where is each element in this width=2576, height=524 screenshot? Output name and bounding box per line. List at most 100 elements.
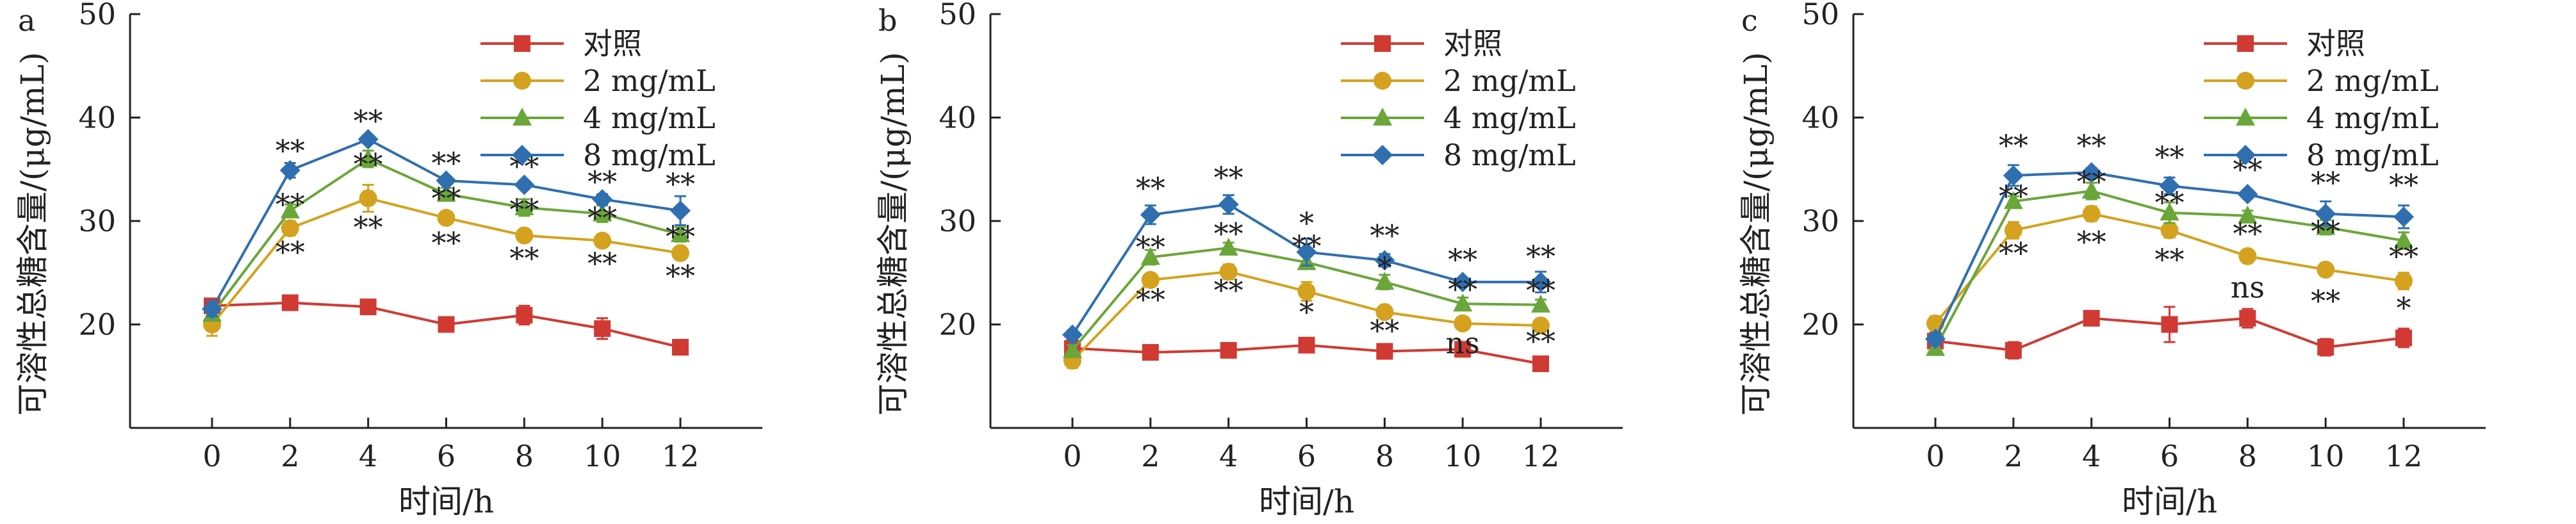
data-point <box>1452 272 1473 293</box>
significance-label: ** <box>2311 165 2340 200</box>
data-point <box>359 189 377 208</box>
x-tick-label: 2 <box>1141 439 1160 473</box>
legend-marker <box>513 108 532 126</box>
significance-label: * <box>1299 295 1314 329</box>
x-axis-title: 时间/h <box>2122 483 2217 520</box>
y-tick-label: 20 <box>78 307 116 342</box>
data-point <box>2395 272 2413 290</box>
significance-label: ** <box>587 246 617 281</box>
data-point <box>279 160 300 181</box>
x-tick-label: 2 <box>2004 439 2022 473</box>
y-tick-label: 50 <box>1801 0 1839 31</box>
data-point <box>672 339 689 356</box>
data-point <box>1141 271 1160 290</box>
data-point <box>357 129 379 150</box>
legend-marker <box>512 145 532 165</box>
series-0 <box>1064 336 1549 372</box>
legend-entry: 8 mg/mL <box>480 138 716 172</box>
series-2 <box>1926 181 2413 356</box>
legend-marker <box>1374 72 1391 90</box>
x-tick-label: 10 <box>2307 439 2345 473</box>
data-point <box>2005 341 2022 359</box>
significance-label: ** <box>2389 239 2418 274</box>
legend-label: 4 mg/mL <box>2306 101 2439 135</box>
significance-label: ** <box>587 165 617 199</box>
legend-marker <box>2236 108 2255 126</box>
significance-label: ** <box>2389 167 2418 202</box>
x-tick-label: 4 <box>1219 439 1238 473</box>
significance-label: ** <box>2077 128 2106 163</box>
data-point <box>1376 343 1393 360</box>
data-point <box>514 197 534 216</box>
data-point <box>2003 191 2023 209</box>
x-tick-label: 0 <box>202 439 221 473</box>
x-tick-label: 12 <box>1522 439 1560 473</box>
significance-label: ns <box>1446 326 1480 361</box>
significance-label: ** <box>432 181 461 215</box>
legend-label: 4 mg/mL <box>1443 101 1576 135</box>
data-point <box>671 244 689 263</box>
data-point <box>2004 221 2022 240</box>
legend-label: 2 mg/mL <box>1443 63 1576 98</box>
legend-marker <box>1374 35 1391 52</box>
data-point <box>1375 272 1395 290</box>
significance-label: ** <box>1136 282 1165 317</box>
legend-entry: 2 mg/mL <box>2204 63 2439 98</box>
significance-label: ** <box>1136 229 1165 264</box>
data-point <box>359 299 377 316</box>
data-point <box>281 294 299 311</box>
data-point <box>202 299 222 320</box>
data-point <box>436 184 456 202</box>
x-tick-label: 12 <box>2385 439 2423 473</box>
y-tick-label: 20 <box>939 307 976 342</box>
significance-label: ** <box>1999 128 2028 163</box>
legend-label: 8 mg/mL <box>583 138 716 172</box>
data-point <box>1062 324 1083 345</box>
data-point <box>2083 309 2100 327</box>
significance-label: ** <box>2155 140 2185 174</box>
data-point <box>2237 184 2258 205</box>
significance-label: ** <box>509 241 539 275</box>
data-point <box>671 224 690 242</box>
x-tick-label: 12 <box>662 439 700 473</box>
significance-label: ns <box>2231 270 2265 304</box>
panel-label: b <box>878 3 897 38</box>
data-point <box>2082 204 2101 223</box>
data-point <box>1218 237 1238 256</box>
data-point <box>1220 341 1237 359</box>
x-tick-label: 6 <box>1297 439 1316 473</box>
data-point <box>2160 202 2179 221</box>
significance-label: ** <box>1370 218 1399 253</box>
data-point <box>1454 314 1472 332</box>
significance-label: ** <box>1214 216 1243 250</box>
legend-entry: 2 mg/mL <box>1341 63 1576 98</box>
y-tick-label: 30 <box>78 204 116 238</box>
significance-label: ** <box>666 219 695 254</box>
x-tick-label: 10 <box>584 439 621 473</box>
data-point <box>514 174 535 195</box>
data-point <box>593 203 612 222</box>
legend-entry: 2 mg/mL <box>480 63 716 98</box>
panel-label: c <box>1741 3 1758 38</box>
y-tick-label: 40 <box>939 101 976 135</box>
data-point <box>2394 230 2413 249</box>
significance-label: ** <box>1526 239 1555 274</box>
data-point <box>1374 250 1395 271</box>
data-point <box>2161 316 2178 333</box>
data-point <box>1375 303 1394 322</box>
legend-label: 对照 <box>583 26 642 61</box>
significance-label: ** <box>1292 229 1322 263</box>
x-tick-label: 2 <box>281 439 299 473</box>
x-tick-label: 8 <box>1375 439 1394 473</box>
data-point <box>1532 355 1549 372</box>
significance-label: ** <box>354 210 383 245</box>
significance-label: ** <box>2311 214 2340 249</box>
legend-label: 2 mg/mL <box>2306 63 2439 98</box>
significance-label: ** <box>354 147 383 181</box>
series-1 <box>1063 263 1550 370</box>
data-point <box>2393 206 2414 227</box>
legend-marker <box>2235 145 2256 165</box>
